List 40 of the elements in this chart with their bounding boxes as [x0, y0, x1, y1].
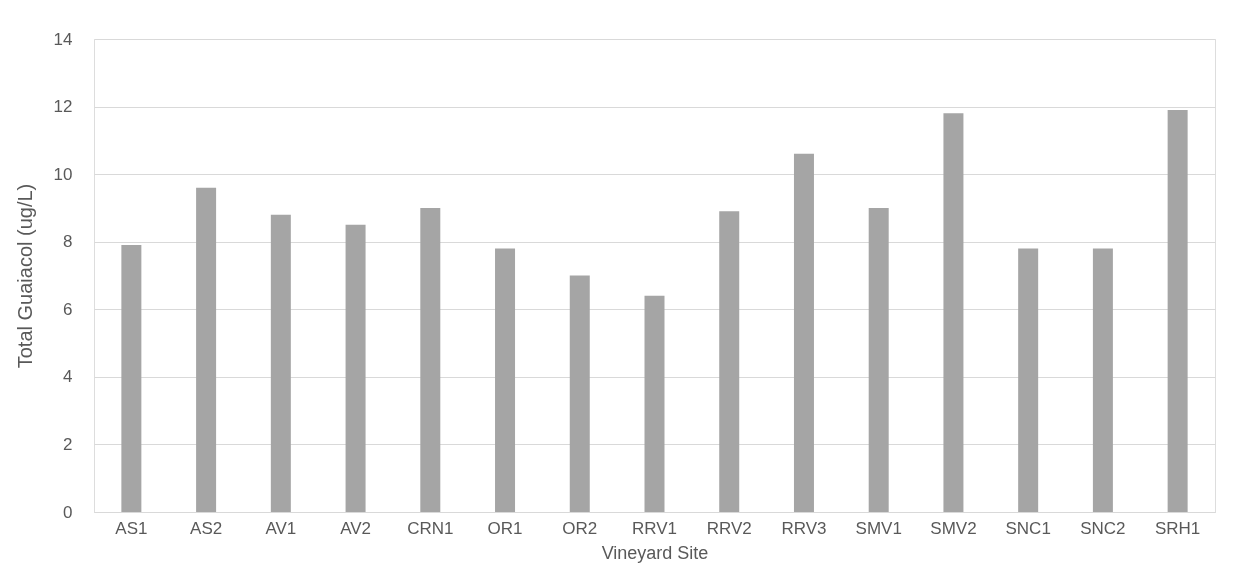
x-tick-label: SNC2	[1080, 518, 1126, 538]
x-tick-label: AV1	[265, 518, 297, 538]
y-axis-title: Total Guaiacol (ug/L)	[13, 183, 36, 369]
bar	[196, 187, 217, 512]
bar	[569, 275, 590, 512]
y-tick-label: 0	[63, 502, 73, 522]
bar	[868, 207, 889, 512]
x-tick-label: RRV3	[781, 518, 827, 538]
x-tick-label: AV2	[340, 518, 371, 538]
x-tick-label: CRN1	[407, 518, 454, 538]
bar	[719, 211, 740, 512]
bar	[943, 113, 964, 512]
x-tick-label: OR2	[562, 518, 598, 538]
bar	[495, 248, 516, 512]
y-tick-label: 10	[53, 164, 73, 184]
bar	[1018, 248, 1039, 512]
bar	[270, 214, 291, 512]
x-tick-label: AS2	[190, 518, 223, 538]
y-tick-label: 2	[63, 434, 73, 454]
bar	[420, 207, 441, 512]
y-tick-label: 12	[53, 97, 73, 117]
y-tick-label: 6	[63, 299, 73, 319]
bar	[121, 245, 142, 512]
bar	[1167, 109, 1188, 512]
bar	[644, 295, 665, 512]
y-tick-label: 14	[53, 29, 73, 49]
x-tick-label: RRV2	[706, 518, 752, 538]
y-tick-label: 8	[63, 232, 73, 252]
x-axis-title: Vineyard Site	[601, 542, 709, 563]
x-tick-label: AS1	[115, 518, 148, 538]
x-tick-label: RRV1	[631, 518, 678, 538]
y-tick-label: 4	[63, 367, 73, 387]
x-tick-label: SMV2	[930, 518, 977, 538]
x-tick-label: OR1	[487, 518, 523, 538]
x-tick-label: SRH1	[1154, 518, 1201, 538]
x-tick-label: SMV1	[855, 518, 902, 538]
bar	[793, 153, 814, 512]
bar	[1092, 248, 1113, 512]
bar	[345, 224, 366, 512]
x-tick-label: SNC1	[1005, 518, 1051, 538]
